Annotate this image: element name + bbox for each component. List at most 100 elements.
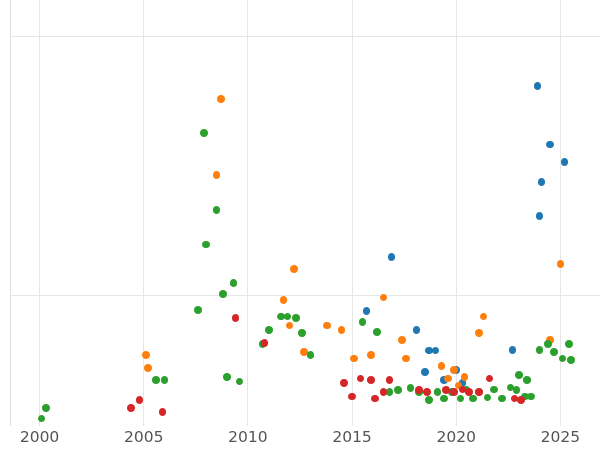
x-tick-label: 2000 [19, 428, 60, 446]
scatter-point-series-green [385, 388, 394, 396]
x-tick-label: 2010 [228, 428, 268, 446]
scatter-point-series-green [358, 318, 367, 326]
scatter-point-series-green [469, 394, 477, 403]
scatter-point-series-green [535, 346, 544, 354]
scatter-point-series-green [264, 326, 273, 334]
scatter-point-series-red [367, 376, 375, 385]
scatter-point-series-red [464, 388, 473, 396]
gridline-vertical [247, 0, 249, 426]
scatter-point-series-green [394, 386, 402, 394]
scatter-point-series-orange [379, 293, 388, 302]
scatter-point-series-green [223, 373, 231, 381]
scatter-point-series-red [385, 376, 394, 385]
x-tick-label: 2015 [332, 428, 372, 446]
scatter-point-series-red [414, 386, 423, 394]
scatter-point-series-green [292, 314, 300, 323]
scatter-point-series-orange [454, 381, 463, 390]
gridline-vertical [455, 0, 457, 426]
scatter-point-series-red [127, 404, 136, 412]
scatter-point-series-red [442, 386, 450, 394]
scatter-point-series-red [356, 374, 365, 383]
scatter-point-series-green [406, 384, 415, 392]
scatter-point-series-green [550, 348, 558, 356]
scatter-point-series-green [160, 376, 169, 385]
scatter-point-series-blue [535, 212, 544, 221]
scatter-point-series-red [510, 394, 519, 403]
scatter-point-series-orange [437, 362, 446, 370]
scatter-point-series-green [489, 385, 498, 394]
scatter-point-series-green [558, 354, 567, 363]
scatter-point-series-orange [285, 321, 294, 330]
scatter-point-series-orange [144, 364, 152, 372]
scatter-point-series-green [514, 371, 523, 379]
scatter-point-series-green [212, 206, 221, 214]
scatter-point-series-green [306, 351, 315, 359]
scatter-point-series-orange [460, 373, 469, 381]
scatter-point-series-red [348, 392, 356, 401]
scatter-point-series-green [229, 278, 238, 287]
scatter-point-series-orange [450, 366, 458, 374]
scatter-point-series-blue [362, 307, 371, 315]
scatter-point-series-orange [444, 374, 452, 383]
scatter-point-series-orange [279, 296, 288, 304]
scatter-point-series-green [498, 394, 506, 403]
scatter-point-series-green [277, 312, 286, 321]
scatter-point-series-green [219, 289, 227, 298]
scatter-point-series-green [200, 129, 208, 137]
gridline-vertical [559, 0, 561, 426]
gridline-vertical [143, 0, 145, 426]
scatter-point-series-green [373, 328, 381, 336]
scatter-point-series-blue [546, 140, 554, 149]
scatter-point-series-green [483, 393, 492, 402]
scatter-point-series-blue [560, 158, 569, 166]
scatter-point-series-red [260, 339, 269, 347]
scatter-point-series-green [152, 376, 161, 385]
gridline-horizontal [10, 36, 600, 38]
scatter-point-series-red [423, 388, 431, 396]
gridline-vertical [39, 0, 41, 426]
scatter-point-series-blue [458, 379, 467, 387]
scatter-point-series-blue [537, 178, 546, 186]
scatter-point-series-blue [421, 368, 429, 376]
scatter-point-series-orange [289, 265, 298, 274]
scatter-point-series-green [194, 306, 202, 314]
scatter-point-series-orange [546, 336, 554, 345]
scatter-point-series-green [544, 340, 552, 348]
scatter-point-series-orange [350, 354, 358, 363]
scatter-point-series-green [567, 356, 575, 365]
scatter-point-series-red [450, 388, 458, 396]
scatter-point-series-orange [398, 336, 406, 345]
scatter-point-series-orange [212, 171, 221, 179]
scatter-point-series-orange [300, 348, 308, 356]
scatter-point-series-blue [508, 346, 517, 354]
scatter-point-series-green [235, 377, 244, 386]
scatter-point-series-red [158, 408, 167, 416]
scatter-point-series-green [527, 392, 536, 401]
x-tick-label: 2020 [436, 428, 476, 446]
scatter-point-series-red [475, 388, 483, 396]
gridline-horizontal [10, 294, 600, 296]
scatter-point-series-green [564, 340, 573, 348]
scatter-point-series-orange [217, 94, 225, 103]
gridline-vertical [351, 0, 353, 426]
scatter-point-series-green [425, 396, 433, 405]
scatter-point-series-orange [142, 351, 150, 359]
scatter-point-series-blue [412, 326, 421, 334]
scatter-point-series-red [458, 385, 467, 394]
scatter-point-series-green [283, 312, 292, 321]
scatter-point-series-orange [479, 312, 488, 321]
scatter-point-series-green [439, 394, 448, 403]
scatter-point-series-blue [431, 346, 440, 355]
scatter-point-series-green [298, 329, 306, 337]
scatter-point-series-red [485, 374, 494, 383]
x-tick-label: 2005 [124, 428, 164, 446]
scatter-point-series-green [506, 383, 515, 392]
scatter-point-series-red [231, 314, 240, 323]
scatter-point-series-blue [425, 346, 433, 355]
scatter-point-series-orange [402, 354, 411, 363]
scatter-point-series-green [521, 392, 529, 401]
scatter-point-series-orange [556, 260, 565, 268]
scatter-point-series-green [512, 386, 521, 394]
scatter-point-series-orange [337, 326, 346, 334]
scatter-point-series-red [339, 379, 348, 387]
